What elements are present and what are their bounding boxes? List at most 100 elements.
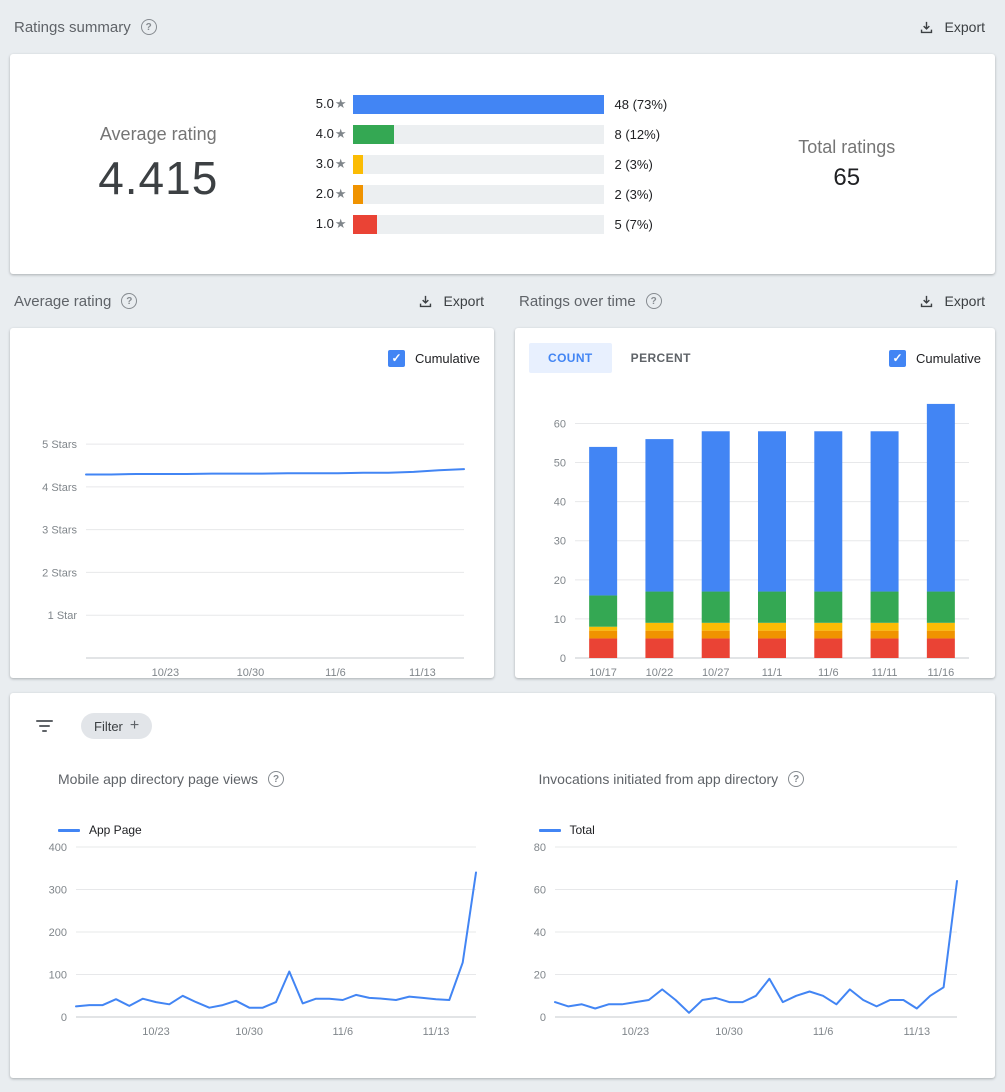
rating-count-label: 8 (12%) [614,126,661,142]
legend-label: App Page [89,823,142,837]
directory-metrics-card: Filter + Mobile app directory page views… [10,693,995,1078]
svg-text:10/30: 10/30 [715,1026,743,1038]
invocations-title: Invocations initiated from app directory [538,771,779,787]
filter-list-icon[interactable] [34,718,55,734]
svg-text:11/6: 11/6 [325,667,346,679]
cumulative-checkbox[interactable]: ✓ [888,349,906,367]
star-level-label: 2.0★ [315,186,347,201]
cumulative-toggle[interactable]: ✓ Cumulative [888,349,981,367]
ratings-summary-card: Average rating 4.415 5.0★ 48 (73%) 4.0★ 8 (… [10,54,995,274]
ratings-summary-header: Ratings summary ? Export [10,0,995,54]
average-rating-chart-card: ✓ Cumulative 5 Stars 4 Stars 3 Stars 2 Star… [10,328,494,679]
help-icon[interactable]: ? [140,19,157,35]
rating-count-label: 5 (7%) [614,216,653,232]
help-icon[interactable]: ? [268,771,284,787]
count-percent-tabs: COUNT PERCENT [529,343,710,373]
rating-bar-track [352,184,604,204]
download-icon [920,295,932,307]
svg-text:0: 0 [560,653,566,665]
svg-text:10/27: 10/27 [702,667,730,679]
ratings-over-time-header: Ratings over time ? Export [515,274,995,328]
svg-text:4 Stars: 4 Stars [42,482,77,494]
svg-text:20: 20 [554,575,566,587]
ratings-over-time-bar-chart: 0 10 20 30 40 50 60 10/17 10/22 10/27 11/1 11/6 11/1… [554,403,969,679]
legend-line-swatch [538,828,561,832]
rating-bar-track [352,94,604,114]
average-rating-line-chart: 5 Stars 4 Stars 3 Stars 2 Stars 1 Star 10/23 1… [42,439,465,679]
svg-text:40: 40 [554,497,566,509]
svg-text:10/30: 10/30 [237,667,265,679]
svg-text:10/23: 10/23 [152,667,180,679]
svg-text:400: 400 [49,842,67,854]
ratings-summary-title: Ratings summary [14,18,131,36]
svg-text:0: 0 [61,1012,67,1024]
download-icon [920,21,932,33]
legend-line-swatch [58,828,80,832]
svg-text:10/17: 10/17 [589,667,617,679]
cumulative-label: Cumulative [915,350,981,366]
filter-chip-label: Filter [94,718,123,734]
rating-bar-track [352,214,604,234]
star-icon: ★ [334,216,347,231]
svg-text:11/6: 11/6 [812,1026,833,1038]
cumulative-toggle[interactable]: ✓ Cumulative [387,349,480,367]
star-icon: ★ [334,96,347,111]
tab-percent[interactable]: PERCENT [612,343,710,373]
rating-bar-track [352,124,604,144]
average-rating-label: Average rating [99,123,217,144]
rating-count-label: 2 (3%) [614,186,653,202]
ratings-over-time-section-title: Ratings over time [519,292,636,310]
svg-text:11/11: 11/11 [872,667,898,679]
cumulative-label: Cumulative [414,350,480,366]
star-level-label: 5.0★ [315,96,347,111]
page-views-line-chart: 0 100 200 300 400 10/23 10/30 11/6 11/13 [49,842,477,1038]
svg-text:30: 30 [554,536,566,548]
star-icon: ★ [334,156,347,171]
rating-bar-fill [352,154,363,174]
export-button-average-rating[interactable]: Export [411,289,490,314]
svg-text:40: 40 [533,927,545,939]
svg-text:80: 80 [533,842,545,854]
export-button-summary[interactable]: Export [912,15,991,40]
svg-text:100: 100 [49,970,67,982]
help-icon[interactable]: ? [788,771,805,787]
svg-text:200: 200 [49,927,67,939]
star-icon: ★ [334,126,347,141]
rating-distribution-row: 2.0★ 2 (3%) [307,184,699,204]
export-button-ratings-over-time[interactable]: Export [912,289,991,314]
svg-text:11/6: 11/6 [818,667,839,679]
chart-section-headers: Average rating ? Export Ratings over tim… [10,274,995,328]
rating-count-label: 2 (3%) [614,156,653,172]
svg-text:1 Star: 1 Star [48,610,78,622]
total-ratings-label: Total ratings [798,136,896,157]
rating-bar-fill [352,214,377,234]
svg-text:11/1: 11/1 [762,667,783,679]
svg-text:10/23: 10/23 [142,1026,170,1038]
rating-distribution-row: 3.0★ 2 (3%) [307,154,699,174]
help-icon[interactable]: ? [121,293,138,309]
rating-distribution-row: 1.0★ 5 (7%) [307,214,699,234]
help-icon[interactable]: ? [645,293,662,309]
legend-label: Total [569,823,595,837]
rating-bar-track [352,154,604,174]
invocations-chart-block: Invocations initiated from app directory… [515,771,972,1052]
ratings-over-time-chart-card: COUNT PERCENT ✓ Cumulative 0 10 20 30 40 50 60… [515,328,995,679]
total-ratings-value: 65 [833,163,861,191]
export-label: Export [944,19,985,35]
svg-text:10/22: 10/22 [646,667,674,679]
svg-text:50: 50 [554,458,566,470]
svg-text:60: 60 [554,418,566,430]
tab-count[interactable]: COUNT [529,343,612,373]
rating-bar-fill [352,184,363,204]
svg-text:11/13: 11/13 [423,1026,450,1038]
cumulative-checkbox[interactable]: ✓ [387,349,405,367]
rating-distribution-row: 4.0★ 8 (12%) [307,124,699,144]
average-rating-section-title: Average rating [14,292,112,310]
svg-text:11/16: 11/16 [927,667,954,679]
chart-cards-row: ✓ Cumulative 5 Stars 4 Stars 3 Stars 2 Star… [10,328,995,679]
add-filter-chip[interactable]: Filter + [81,713,153,739]
svg-text:300: 300 [49,885,67,897]
rating-count-label: 48 (73%) [614,96,668,112]
export-label: Export [944,293,985,309]
